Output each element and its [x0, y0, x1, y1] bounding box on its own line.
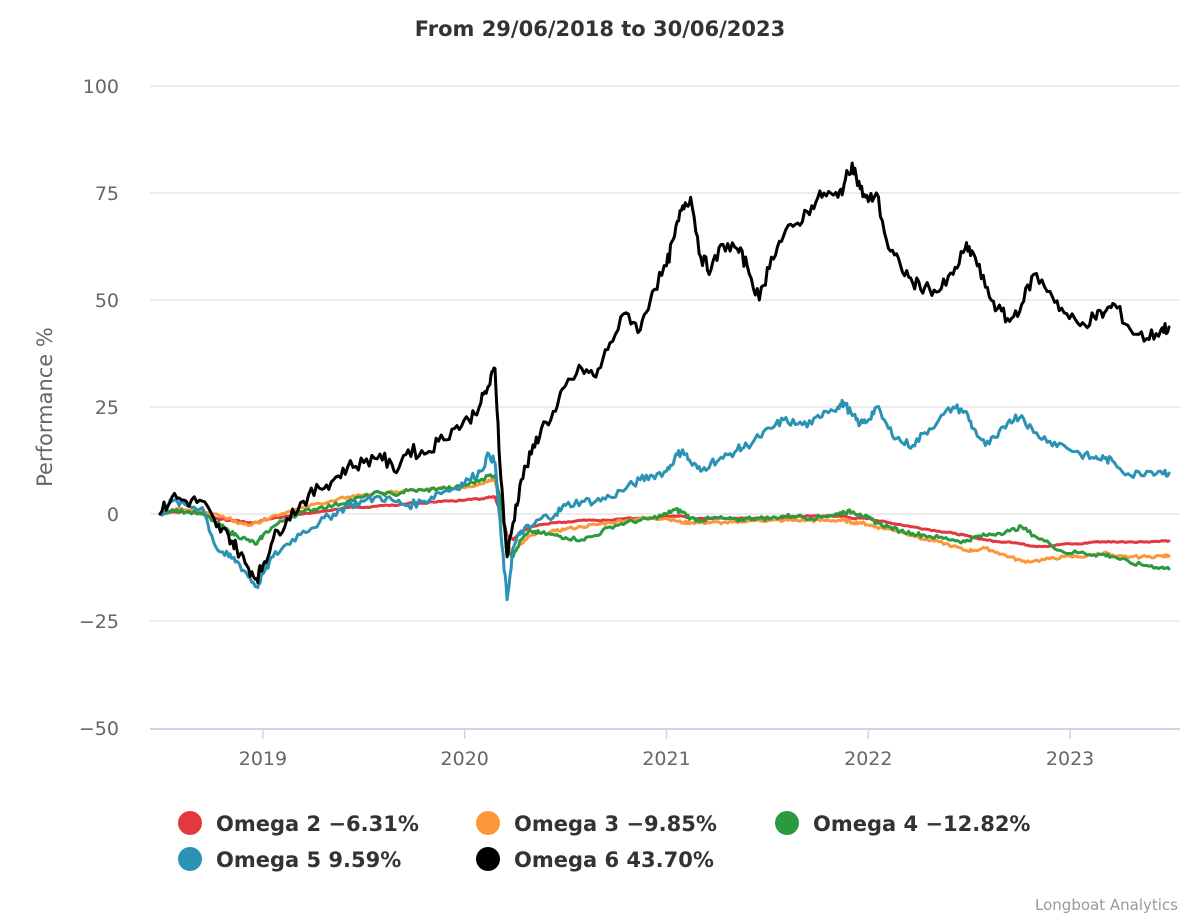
legend-item-omega-3[interactable]: Omega 3 −9.85%: [476, 811, 717, 836]
y-axis-ticks: 100 75 50 25 0 −25 −50: [79, 76, 119, 740]
x-tick-label: 2019: [239, 748, 287, 770]
x-tick-label: 2021: [642, 748, 690, 770]
legend-marker: [476, 811, 500, 835]
legend-label: Omega 3 −9.85%: [514, 812, 717, 836]
x-tick-label: 2022: [844, 748, 892, 770]
legend-marker: [178, 847, 202, 871]
y-tick-label: 50: [95, 290, 119, 312]
y-tick-label: 0: [107, 504, 119, 526]
legend-label: Omega 6 43.70%: [514, 848, 714, 872]
series-line-omega-5[interactable]: [158, 398, 1171, 602]
series-line-omega-4[interactable]: [158, 473, 1171, 571]
series-lines: [158, 161, 1171, 602]
grid-lines: [150, 85, 1180, 622]
series-line-omega-3[interactable]: [158, 478, 1171, 564]
y-tick-label: 75: [95, 183, 119, 205]
y-tick-label: −25: [79, 611, 119, 633]
legend-marker: [476, 847, 500, 871]
legend-item-omega-2[interactable]: Omega 2 −6.31%: [178, 811, 419, 836]
x-tick-label: 2020: [441, 748, 489, 770]
chart-title: From 29/06/2018 to 30/06/2023: [415, 17, 786, 41]
series-line-omega-2[interactable]: [158, 495, 1171, 549]
legend: Omega 2 −6.31% Omega 3 −9.85% Omega 4 −12.…: [178, 811, 1030, 872]
series-line-omega-6[interactable]: [158, 161, 1171, 585]
x-tick-label: 2023: [1046, 748, 1094, 770]
credits-label[interactable]: Longboat Analytics: [1035, 896, 1178, 914]
y-tick-label: 25: [95, 397, 119, 419]
legend-item-omega-5[interactable]: Omega 5 9.59%: [178, 847, 401, 872]
legend-label: Omega 4 −12.82%: [813, 812, 1030, 836]
y-axis-label: Performance %: [33, 327, 57, 487]
y-tick-label: −50: [79, 718, 119, 740]
legend-item-omega-6[interactable]: Omega 6 43.70%: [476, 847, 714, 872]
x-axis-ticks: 2019 2020 2021 2022 2023: [239, 729, 1094, 770]
y-tick-label: 100: [83, 76, 119, 98]
legend-marker: [775, 811, 799, 835]
legend-marker: [178, 811, 202, 835]
legend-label: Omega 2 −6.31%: [216, 812, 419, 836]
legend-item-omega-4[interactable]: Omega 4 −12.82%: [775, 811, 1030, 836]
legend-label: Omega 5 9.59%: [216, 848, 401, 872]
